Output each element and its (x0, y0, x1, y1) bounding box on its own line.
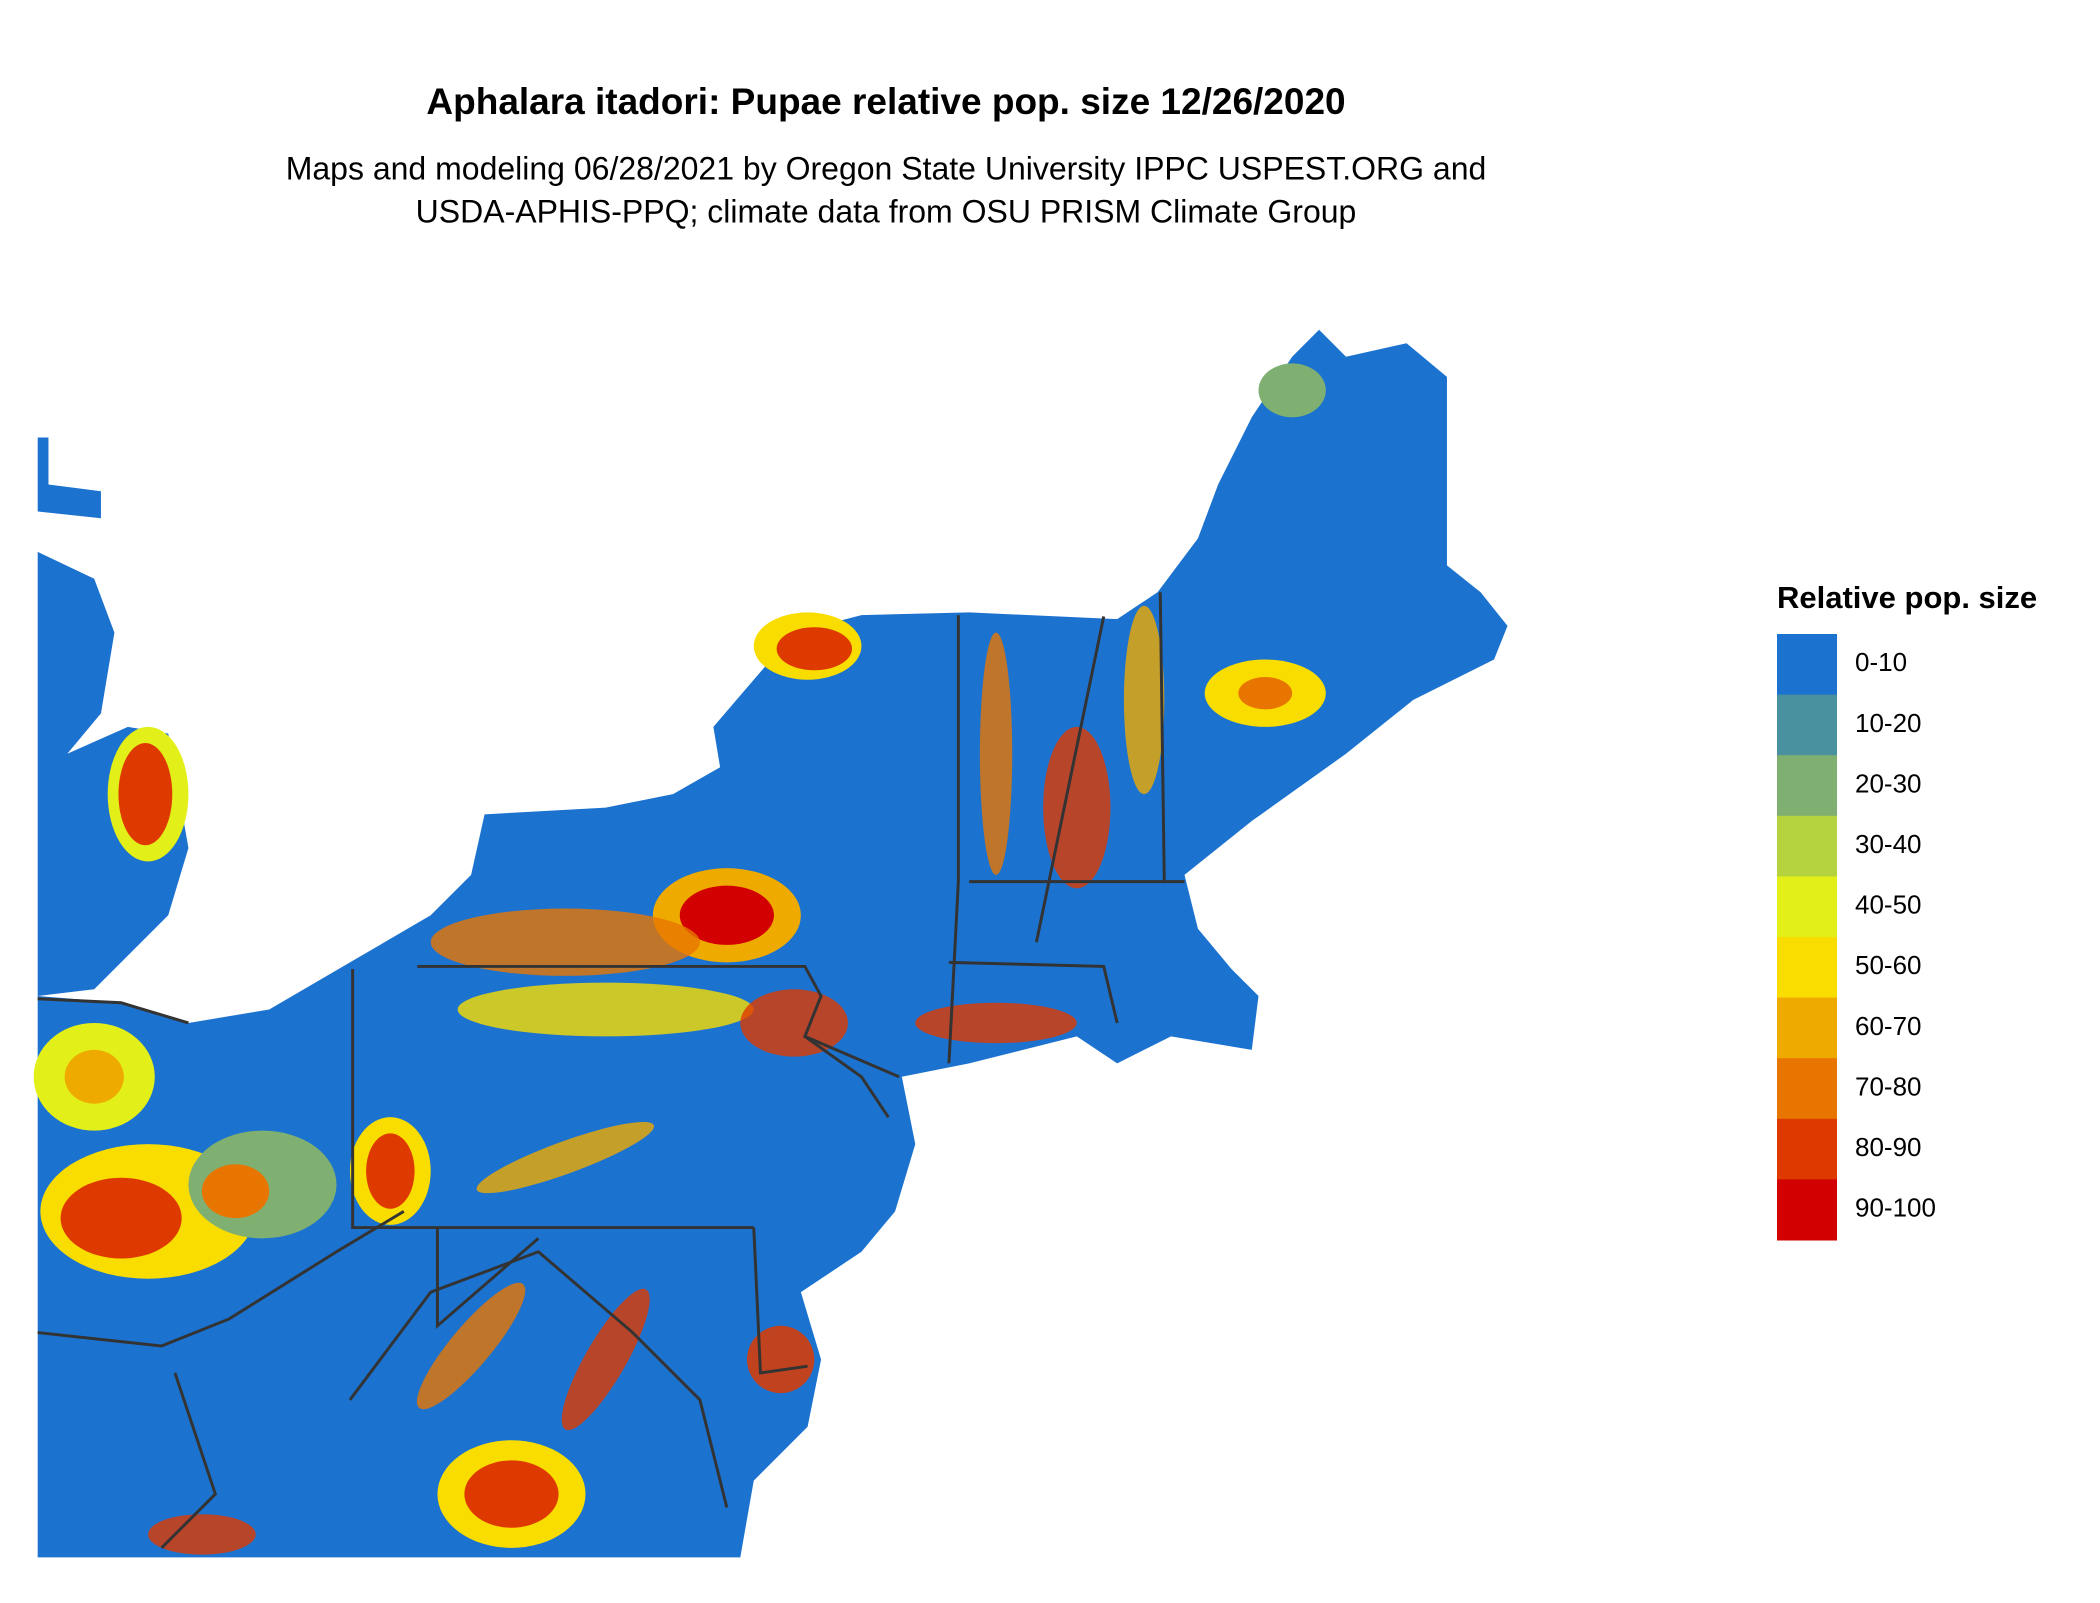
legend-label: 20-30 (1855, 768, 1922, 798)
state-borders (37, 592, 1185, 1549)
legend-label: 60-70 (1855, 1011, 1922, 1041)
legend-swatch (1777, 634, 1837, 696)
legend-swatch (1777, 815, 1837, 877)
legend-swatch (1777, 1118, 1837, 1180)
legend-swatch (1777, 1179, 1837, 1241)
legend-label: 40-50 (1855, 890, 1922, 920)
legend-label: 0-10 (1855, 647, 1907, 677)
map-subtitle: USDA-APHIS-PPQ; climate data from OSU PR… (416, 193, 1357, 229)
map-subtitle: Maps and modeling 06/28/2021 by Oregon S… (286, 150, 1487, 186)
legend-swatch (1777, 997, 1837, 1059)
legend-label: 10-20 (1855, 708, 1922, 738)
legend-label: 70-80 (1855, 1071, 1922, 1101)
map-area (33, 329, 1508, 1558)
legend-label: 50-60 (1855, 950, 1922, 980)
legend-swatch (1777, 937, 1837, 999)
legend-swatch (1777, 1058, 1837, 1120)
map-title: Aphalara itadori: Pupae relative pop. si… (426, 81, 1345, 122)
hotspots (33, 363, 1326, 1555)
legend-label: 30-40 (1855, 829, 1922, 859)
legend: 0-10 10-20 20-30 30-40 40-50 50-60 60-70 70-80 8… (1777, 634, 1936, 1241)
legend-swatch (1777, 694, 1837, 756)
legend-title: Relative pop. size (1777, 580, 2037, 615)
legend-swatch (1777, 876, 1837, 938)
legend-label: 80-90 (1855, 1132, 1922, 1162)
legend-swatch (1777, 755, 1837, 817)
legend-label: 90-100 (1855, 1193, 1936, 1223)
